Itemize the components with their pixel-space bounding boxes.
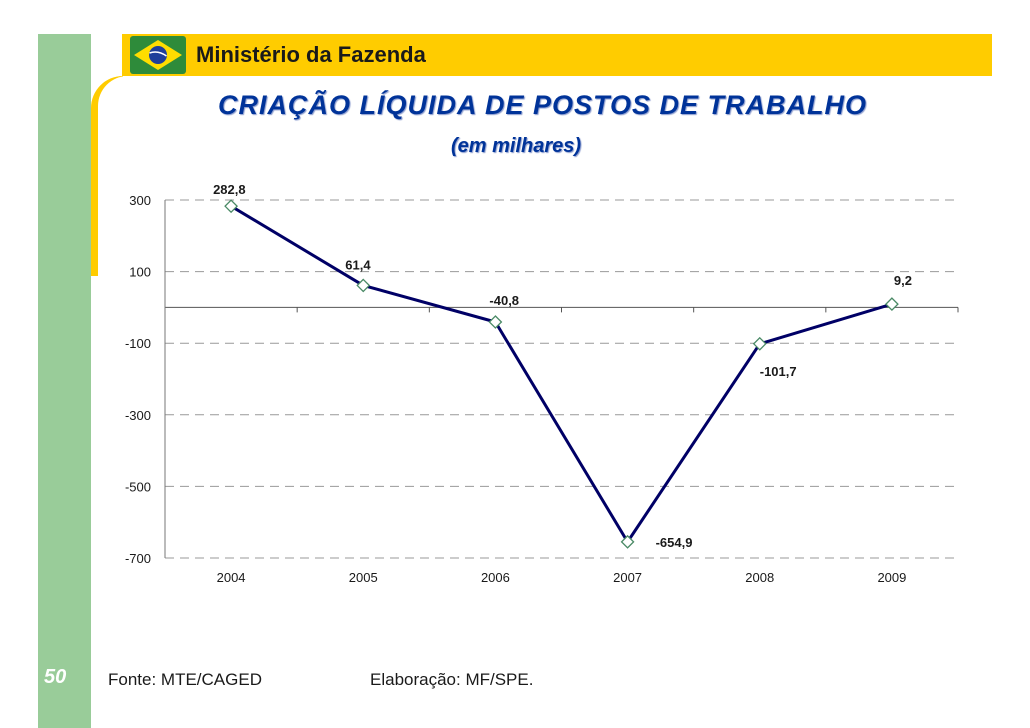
data-label: 61,4 <box>345 257 371 272</box>
axes: 300 100 -100 -300 -500 -700 2004 2005 2006 2007 20… <box>125 193 959 585</box>
brazil-flag-icon <box>130 36 186 74</box>
data-point <box>620 534 635 549</box>
credit-note: Elaboração: MF/SPE. <box>370 670 534 689</box>
content-corner <box>98 76 128 728</box>
data-label: -101,7 <box>760 364 797 379</box>
x-tick-label: 2006 <box>481 570 510 585</box>
gridlines <box>165 199 958 559</box>
data-point <box>356 278 371 293</box>
data-label: 282,8 <box>213 182 246 197</box>
ministry-name: Ministério da Fazenda <box>196 42 426 67</box>
x-tick-label: 2004 <box>217 570 246 585</box>
data-label: -40,8 <box>489 293 519 308</box>
chart-title: CRIAÇÃO LÍQUIDA DE POSTOS DE TRABALHO <box>217 90 868 120</box>
series <box>224 199 899 549</box>
y-tick-label: -500 <box>125 479 151 494</box>
slide-number: 50 <box>44 666 67 688</box>
data-point <box>884 297 899 312</box>
data-point <box>752 336 767 351</box>
source-note: Fonte: MTE/CAGED <box>108 670 262 689</box>
chart-subtitle: (em milhares) <box>451 135 582 157</box>
series-line <box>230 204 893 544</box>
y-tick-label: -100 <box>125 336 151 351</box>
x-tick-label: 2008 <box>745 570 774 585</box>
y-tick-label: -300 <box>125 408 151 423</box>
data-label: 9,2 <box>894 273 912 288</box>
y-tick-label: 300 <box>129 193 151 208</box>
header-bar <box>122 34 992 76</box>
y-tick-label: 100 <box>129 265 151 280</box>
data-label: -654,9 <box>656 535 693 550</box>
y-tick-label: -700 <box>125 551 151 566</box>
sidebar-band <box>38 34 91 728</box>
data-point <box>488 315 503 329</box>
x-tick-label: 2009 <box>877 570 906 585</box>
data-point <box>224 199 239 214</box>
x-tick-label: 2007 <box>613 570 642 585</box>
x-tick-label: 2005 <box>349 570 378 585</box>
data-labels: 282,8 61,4 -40,8 -654,9 -101,7 9,2 <box>213 182 912 550</box>
